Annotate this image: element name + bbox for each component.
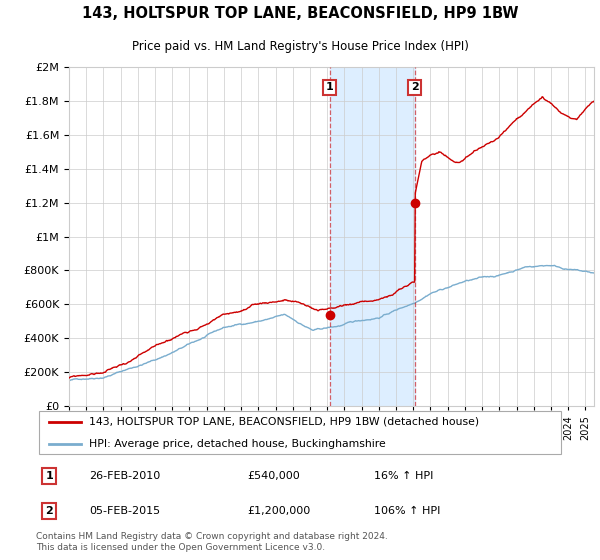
Text: 2: 2 xyxy=(411,82,419,92)
Text: Contains HM Land Registry data © Crown copyright and database right 2024.
This d: Contains HM Land Registry data © Crown c… xyxy=(36,532,388,552)
Text: 1: 1 xyxy=(326,82,334,92)
Text: 26-FEB-2010: 26-FEB-2010 xyxy=(89,471,160,481)
Text: 05-FEB-2015: 05-FEB-2015 xyxy=(89,506,160,516)
Text: 1: 1 xyxy=(46,471,53,481)
Text: 2: 2 xyxy=(46,506,53,516)
Bar xyxy=(330,67,415,406)
Text: 106% ↑ HPI: 106% ↑ HPI xyxy=(374,506,440,516)
FancyBboxPatch shape xyxy=(38,411,562,454)
Text: HPI: Average price, detached house, Buckinghamshire: HPI: Average price, detached house, Buck… xyxy=(89,438,386,449)
Text: £540,000: £540,000 xyxy=(247,471,300,481)
Text: £1,200,000: £1,200,000 xyxy=(247,506,310,516)
Text: 143, HOLTSPUR TOP LANE, BEACONSFIELD, HP9 1BW (detached house): 143, HOLTSPUR TOP LANE, BEACONSFIELD, HP… xyxy=(89,417,479,427)
Text: 143, HOLTSPUR TOP LANE, BEACONSFIELD, HP9 1BW: 143, HOLTSPUR TOP LANE, BEACONSFIELD, HP… xyxy=(82,6,518,21)
Text: 16% ↑ HPI: 16% ↑ HPI xyxy=(374,471,433,481)
Text: Price paid vs. HM Land Registry's House Price Index (HPI): Price paid vs. HM Land Registry's House … xyxy=(131,40,469,53)
